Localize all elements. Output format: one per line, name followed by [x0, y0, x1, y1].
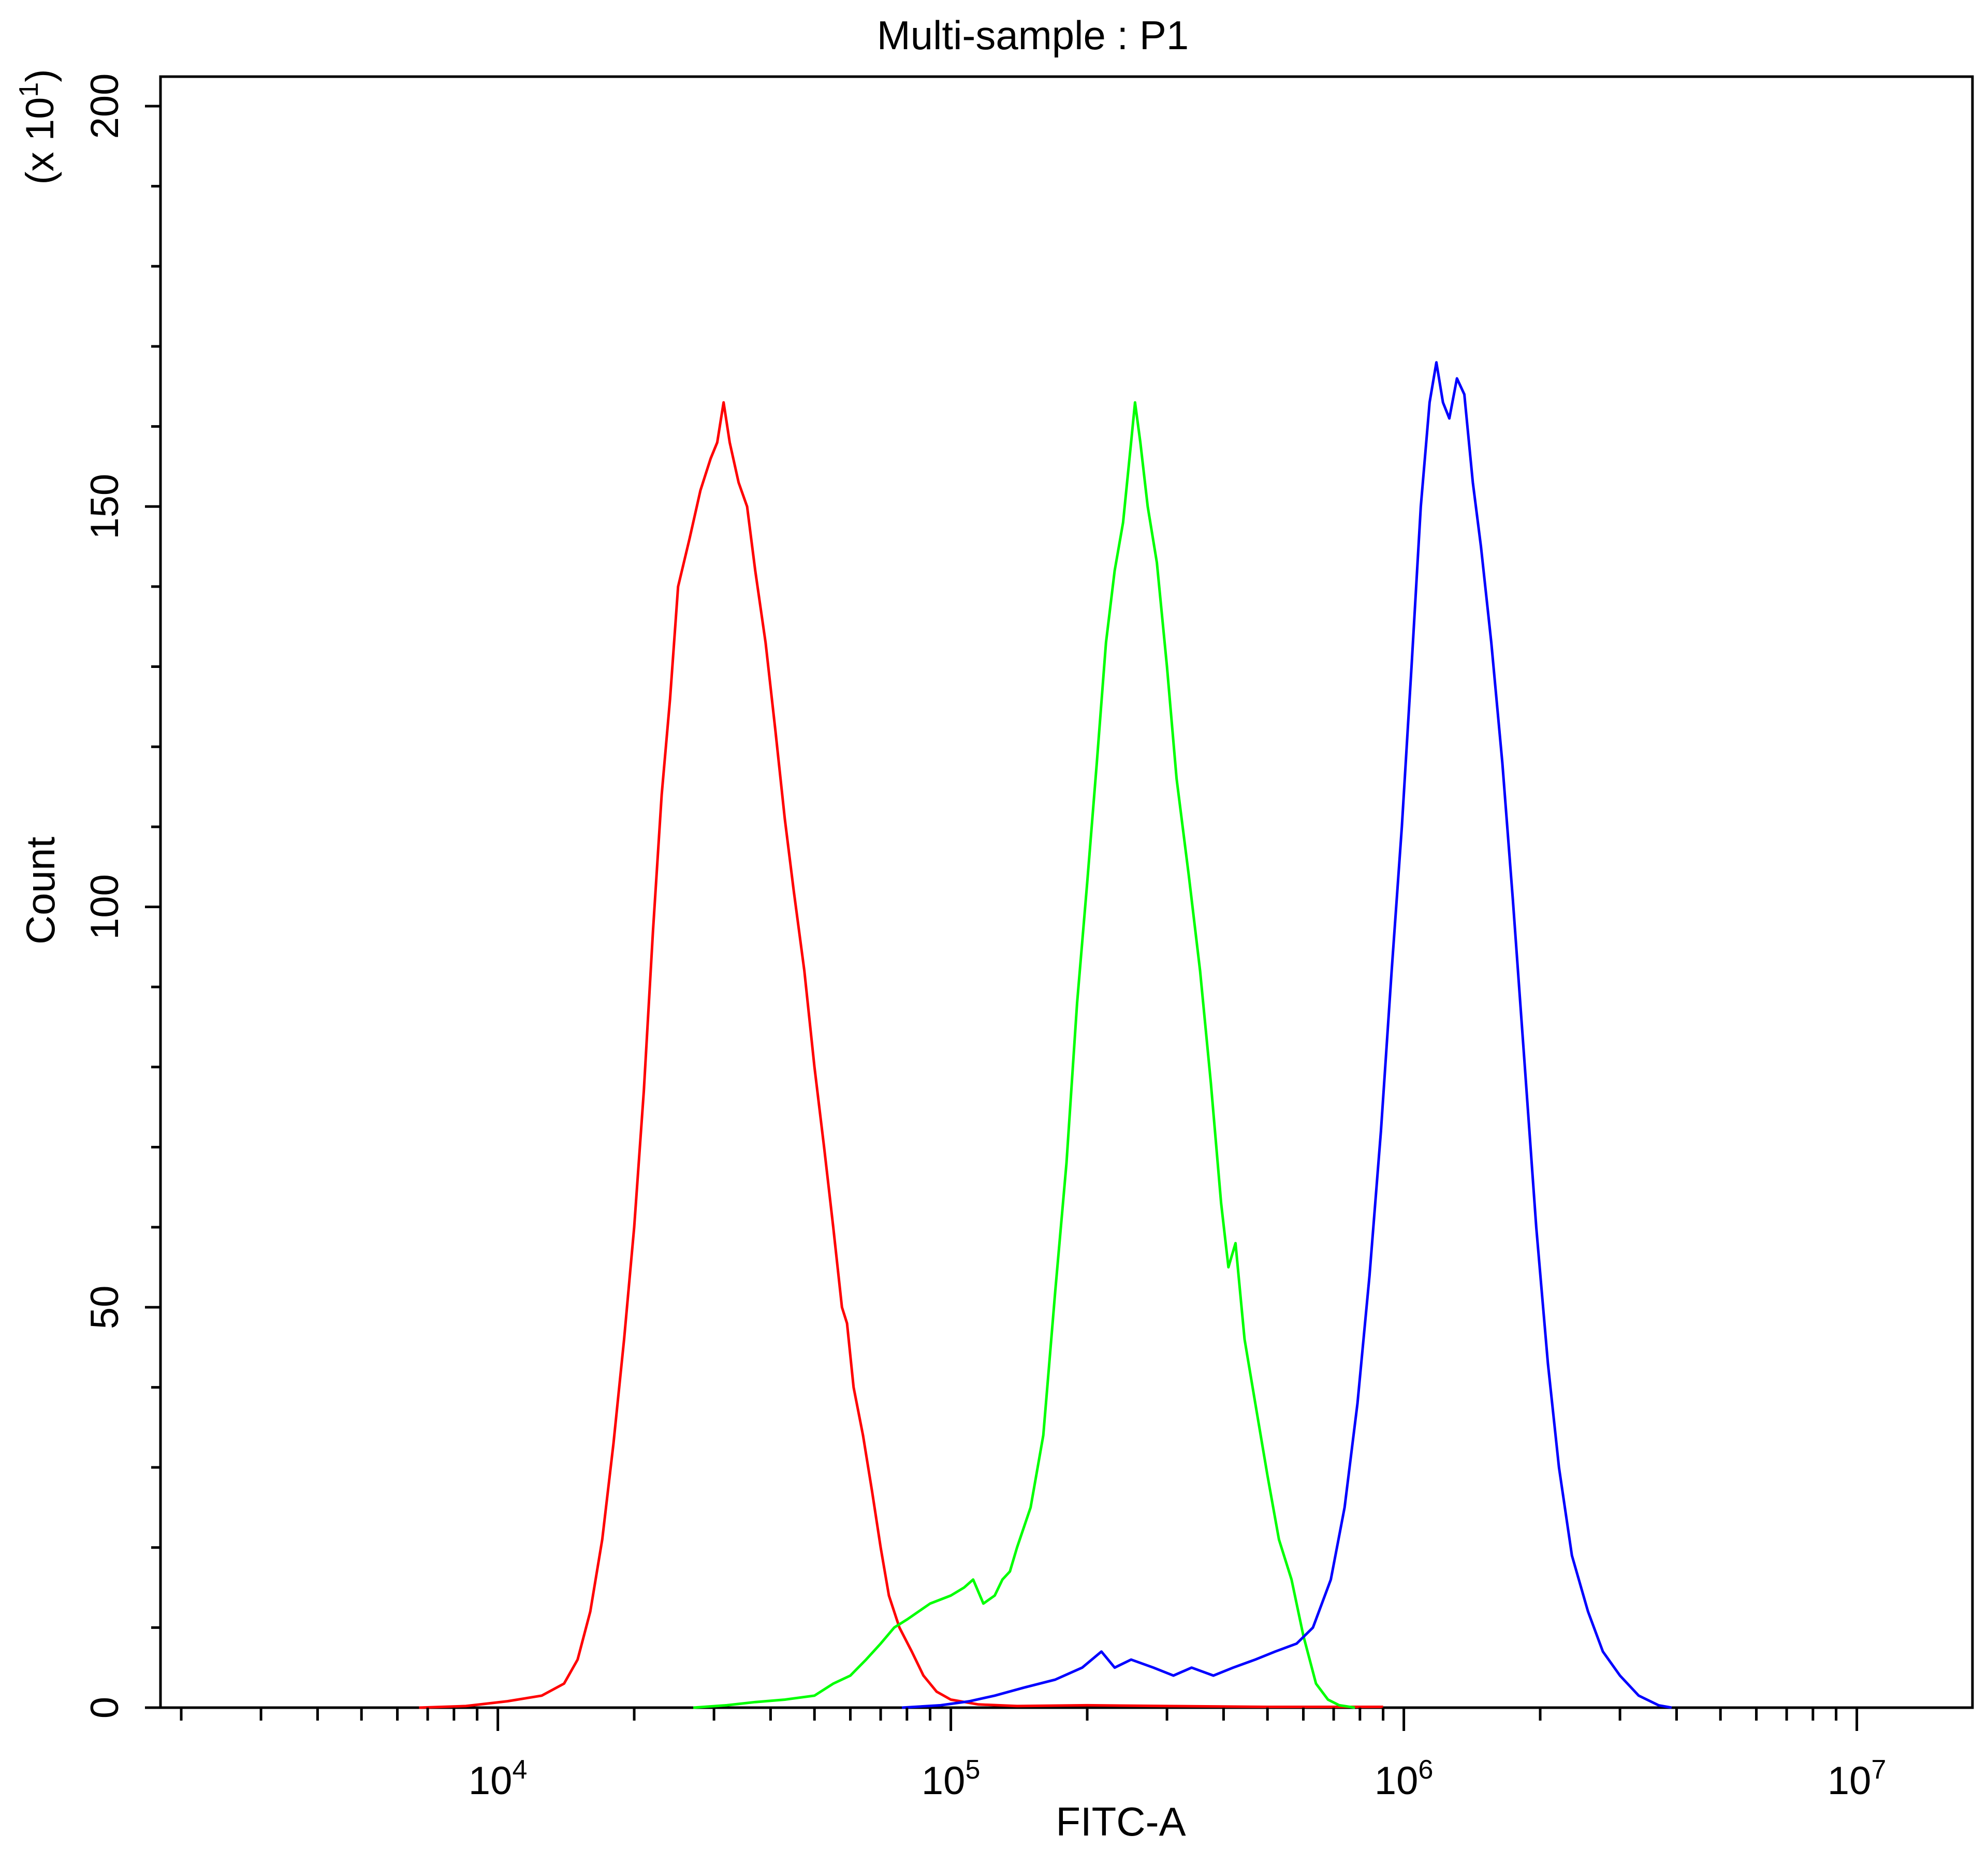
x-tick-label: 106 [1375, 1755, 1433, 1803]
y-multiplier-base: (x 10 [18, 97, 62, 185]
plot-frame [159, 75, 1974, 1709]
y-tick-label: 150 [83, 474, 127, 540]
series-line-3 [902, 361, 1672, 1709]
y-tick-label: 200 [83, 74, 127, 139]
y-axis-multiplier: (x 101) [14, 69, 62, 184]
y-axis-ticks: 0 50 100 150 200 [83, 74, 160, 1719]
x-tick-label: 104 [469, 1755, 527, 1803]
y-tick-label: 50 [83, 1285, 127, 1329]
series-line-2 [693, 401, 1355, 1709]
x-tick-label: 105 [922, 1755, 980, 1803]
y-tick-label: 0 [83, 1697, 127, 1719]
series-line-1 [419, 401, 1383, 1709]
y-axis-label: Count [18, 837, 63, 944]
x-tick-label: 107 [1828, 1755, 1886, 1803]
x-axis-label: FITC-A [1056, 1799, 1186, 1844]
y-tick-label: 100 [83, 874, 127, 940]
y-multiplier-exp: 1 [14, 82, 44, 97]
x-axis-ticks: 104 105 106 107 [180, 1708, 1886, 1803]
y-multiplier-close: ) [18, 69, 62, 82]
series-layer [419, 361, 1672, 1709]
chart-title: Multi-sample : P1 [877, 12, 1189, 58]
